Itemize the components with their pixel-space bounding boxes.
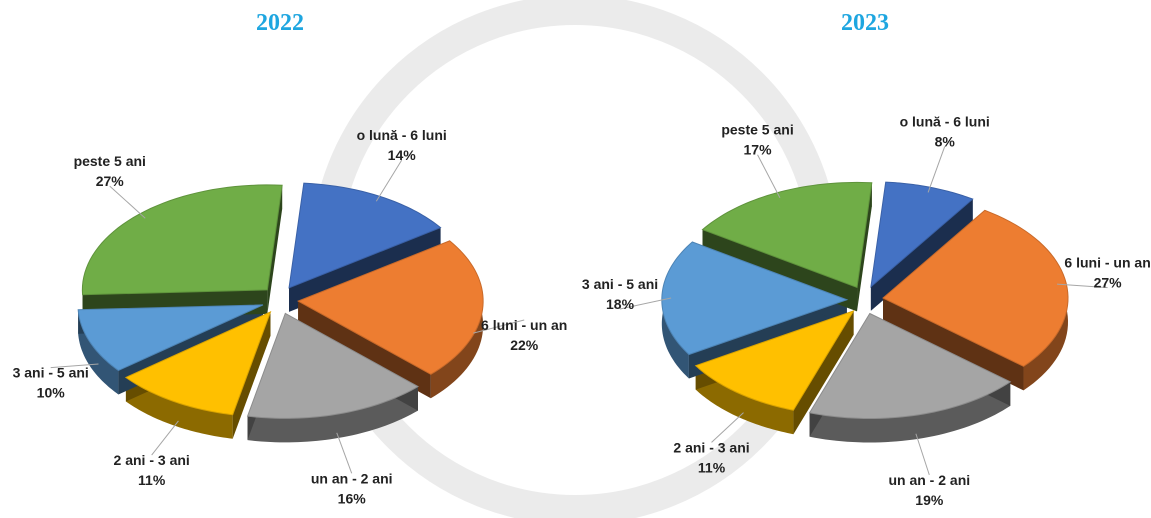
- value-label: 18%: [606, 296, 635, 312]
- slice-side: [870, 199, 973, 311]
- leader-line: [711, 412, 744, 443]
- leader-line: [151, 420, 179, 456]
- leader-line: [375, 159, 403, 202]
- data-label: 3 ani - 5 ani 18%: [582, 276, 658, 312]
- leader-line: [50, 363, 99, 369]
- slice-side: [267, 185, 283, 314]
- slice-side: [78, 309, 119, 395]
- slice: [808, 312, 1012, 420]
- category-label: o lună - 6 luni: [357, 127, 447, 143]
- leader-line: [1057, 283, 1108, 289]
- slice-side: [247, 386, 418, 443]
- slice: [701, 181, 873, 289]
- category-label: o lună - 6 luni: [900, 114, 990, 130]
- leader-line: [336, 432, 353, 474]
- value-label: 16%: [338, 490, 367, 506]
- data-label: un an - 2 ani 16%: [311, 470, 393, 506]
- slice: [124, 310, 272, 416]
- leader-line: [619, 297, 672, 310]
- slice: [246, 312, 420, 419]
- category-label: un an - 2 ani: [311, 470, 393, 486]
- value-label: 27%: [1094, 275, 1123, 291]
- value-label: 11%: [138, 472, 166, 488]
- value-label: 10%: [37, 385, 66, 401]
- category-label: 2 ani - 3 ani: [114, 452, 190, 468]
- slice: [288, 182, 442, 289]
- data-label: 2 ani - 3 ani 11%: [673, 439, 749, 475]
- category-label: 6 luni - un an: [1064, 255, 1150, 271]
- value-label: 27%: [96, 173, 125, 189]
- pie: o lună - 6 luni 8% 6 luni - un an 27% un an …: [582, 114, 1151, 508]
- slice: [882, 209, 1069, 367]
- slice-side: [809, 381, 1011, 443]
- slice-side: [125, 377, 233, 439]
- slice: [661, 241, 849, 356]
- leader-line: [757, 154, 781, 199]
- data-label: o lună - 6 luni 14%: [357, 127, 447, 163]
- slice-side: [298, 301, 431, 399]
- leader-line: [915, 433, 930, 476]
- category-label: 2 ani - 3 ani: [673, 439, 749, 455]
- value-label: 22%: [510, 337, 539, 353]
- leader-line: [473, 319, 525, 334]
- category-label: 3 ani - 5 ani: [582, 276, 658, 292]
- slice: [694, 309, 855, 411]
- value-label: 17%: [744, 142, 773, 158]
- slice: [296, 240, 484, 375]
- data-label: 2 ani - 3 ani 11%: [114, 452, 190, 488]
- slice-side: [695, 365, 794, 435]
- data-label: un an - 2 ani 19%: [888, 472, 970, 508]
- slice: [81, 184, 283, 296]
- data-label: peste 5 ani 17%: [721, 122, 793, 158]
- data-label: 3 ani - 5 ani 10%: [13, 365, 89, 401]
- category-label: 3 ani - 5 ani: [13, 365, 89, 381]
- chart-title: 2022: [256, 10, 304, 36]
- category-label: un an - 2 ani: [888, 472, 970, 488]
- slice: [870, 181, 974, 289]
- leader-line: [927, 146, 946, 193]
- slice-side: [232, 311, 271, 439]
- value-label: 11%: [698, 459, 726, 475]
- data-label: 6 luni - un an 22%: [481, 317, 567, 353]
- data-label: peste 5 ani 27%: [74, 153, 146, 189]
- chart-title: 2023: [841, 10, 889, 36]
- slice-side: [883, 298, 1024, 391]
- data-label: 6 luni - un an 27%: [1064, 255, 1150, 291]
- category-label: peste 5 ani: [74, 153, 146, 169]
- category-label: peste 5 ani: [721, 122, 793, 138]
- slice: [77, 304, 264, 372]
- value-label: 8%: [935, 134, 956, 150]
- data-label: o lună - 6 luni 8%: [900, 114, 990, 150]
- pie: o lună - 6 luni 14% 6 luni - un an 22% un an…: [13, 127, 568, 506]
- category-label: 6 luni - un an: [481, 317, 567, 333]
- slice-side: [793, 310, 854, 435]
- value-label: 19%: [915, 492, 944, 508]
- value-label: 14%: [388, 147, 417, 163]
- leader-line: [109, 185, 146, 219]
- slice-side: [857, 182, 872, 312]
